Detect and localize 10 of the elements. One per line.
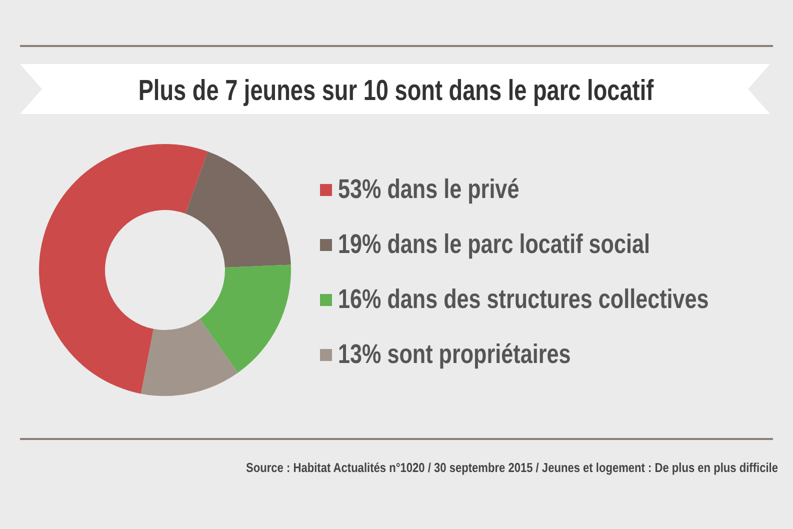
legend-label: 16% dans des structures collectives xyxy=(338,284,709,315)
legend-label: 19% dans le parc locatif social xyxy=(338,230,650,260)
donut-slice xyxy=(141,318,238,396)
source-note: Source : Habitat Actualités n°1020 / 30 septembre 2015 / Jeunes et logement : De plus en plus difficile xyxy=(246,460,778,476)
legend-label: 53% dans le privé xyxy=(338,174,520,205)
donut-slice xyxy=(39,144,208,394)
chart-title: Plus de 7 jeunes sur 10 sont dans le parc locatif xyxy=(138,73,654,107)
donut-slice xyxy=(185,152,291,268)
donut-slice xyxy=(200,264,291,373)
legend-label: 13% sont propriétaires xyxy=(338,340,571,370)
